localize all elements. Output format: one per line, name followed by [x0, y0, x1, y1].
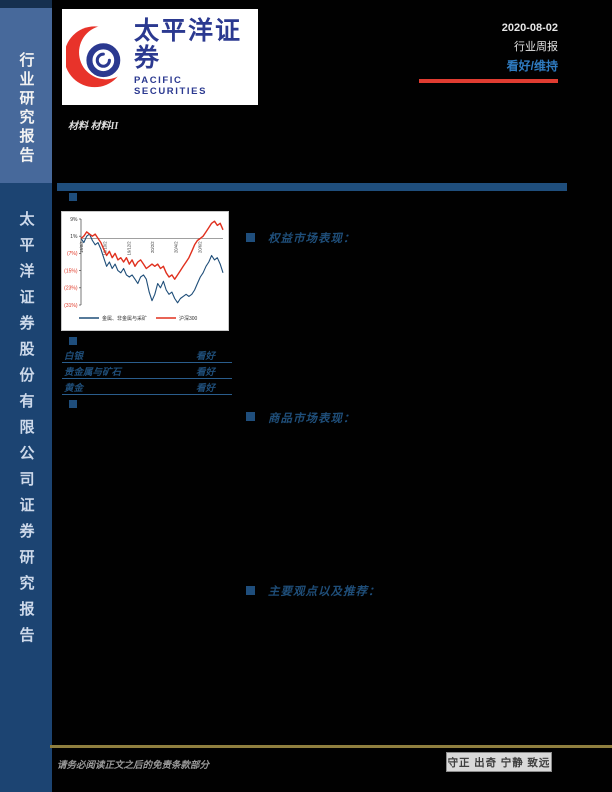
svg-text:(31%): (31%) [64, 303, 78, 309]
section-commodity-market: 商品市场表现： [268, 413, 356, 425]
sub-industry-rating: 看好 [196, 383, 216, 394]
bullet-square-icon [246, 233, 255, 242]
company-motto: 守正 出奇 宁静 致远 [446, 752, 552, 772]
sidebar-company-band: 太平洋证券股份有限公司证券研究报告 [0, 183, 52, 792]
sub-industry-name: 贵金属与矿石 [64, 367, 122, 378]
sidebar-report-type-band: 行业研究报告 [0, 8, 52, 183]
bullet-square-icon [69, 193, 77, 201]
svg-text:沪深300: 沪深300 [179, 315, 198, 322]
sub-industry-rating-table: 白银 看好 贵金属与矿石 看好 黄金 看好 [62, 347, 232, 395]
sidebar-report-type-label: 行业研究报告 [17, 52, 34, 166]
footer-divider-line [50, 745, 612, 748]
report-type: 行业周报 [514, 41, 558, 53]
sidebar-company-label: 太平洋证券股份有限公司证券研究报告 [17, 211, 34, 653]
svg-text:(23%): (23%) [64, 286, 78, 292]
svg-text:20/6/2: 20/6/2 [197, 241, 202, 253]
svg-text:19/10/2: 19/10/2 [103, 241, 108, 256]
svg-text:金属、非金属与采矿: 金属、非金属与采矿 [102, 315, 147, 322]
pacific-securities-logo-icon [64, 13, 133, 102]
report-date: 2020-08-02 [501, 22, 558, 34]
company-logo: 太平洋证券 PACIFIC SECURITIES [62, 9, 258, 105]
sidebar-top-cap [0, 0, 52, 8]
sub-industry-rating: 看好 [196, 367, 216, 378]
svg-text:19/12/2: 19/12/2 [126, 241, 131, 256]
report-header-meta: 2020-08-02 行业周报 看好/维持 [419, 22, 558, 83]
industry-label: 材料 材料II [68, 121, 119, 132]
logo-english-name: PACIFIC SECURITIES [134, 74, 208, 97]
logo-wordmark: 太平洋证券 PACIFIC SECURITIES [134, 16, 258, 97]
svg-text:20/4/2: 20/4/2 [174, 241, 179, 253]
industry-rating: 看好/维持 [506, 59, 558, 73]
bullet-square-icon [69, 337, 77, 345]
sub-industry-rating: 看好 [196, 351, 216, 362]
table-row: 白银 看好 [62, 347, 232, 363]
header-divider-bar [57, 183, 567, 191]
bullet-square-icon [246, 412, 255, 421]
relative-performance-chart: 9% 1% (7%) (15%) (23%) (31%) 19/8/2 19/10/2 19/1… [61, 211, 229, 331]
table-row: 黄金 看好 [62, 379, 232, 395]
performance-chart-svg: 9% 1% (7%) (15%) (23%) (31%) 19/8/2 19/10/2 19/1… [61, 211, 229, 331]
svg-text:1%: 1% [70, 234, 78, 240]
svg-text:19/8/2: 19/8/2 [79, 241, 84, 253]
section-main-views: 主要观点以及推荐： [268, 586, 381, 598]
section-equity-market: 权益市场表现： [268, 233, 356, 245]
disclaimer-text: 请务必阅读正文之后的免责条款部分 [57, 761, 210, 771]
sub-industry-name: 白银 [64, 351, 84, 362]
svg-text:(7%): (7%) [67, 251, 78, 257]
sub-industry-name: 黄金 [64, 383, 84, 394]
svg-text:20/2/2: 20/2/2 [150, 241, 155, 253]
bullet-square-icon [69, 400, 77, 408]
bullet-square-icon [246, 586, 255, 595]
table-row: 贵金属与矿石 看好 [62, 363, 232, 379]
svg-text:(15%): (15%) [64, 268, 78, 274]
logo-chinese-name: 太平洋证券 [134, 16, 243, 72]
rating-underline [419, 79, 558, 83]
svg-text:9%: 9% [70, 217, 78, 223]
